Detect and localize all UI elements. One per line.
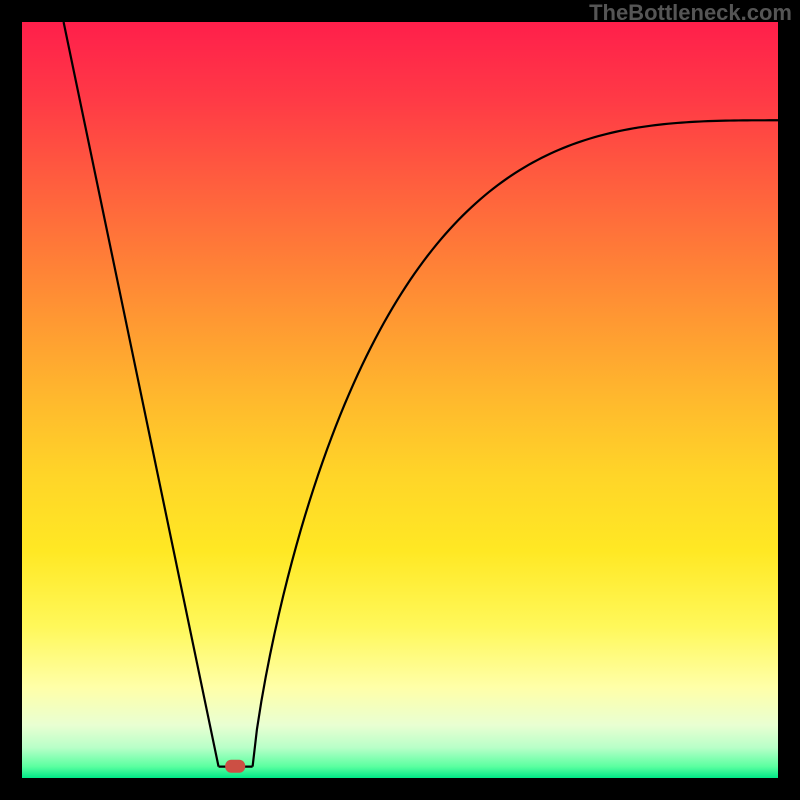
minimum-marker (225, 760, 245, 773)
chart-svg (0, 0, 800, 800)
watermark-text: TheBottleneck.com (589, 0, 792, 26)
bottleneck-chart: TheBottleneck.com (0, 0, 800, 800)
gradient-background (22, 22, 778, 778)
